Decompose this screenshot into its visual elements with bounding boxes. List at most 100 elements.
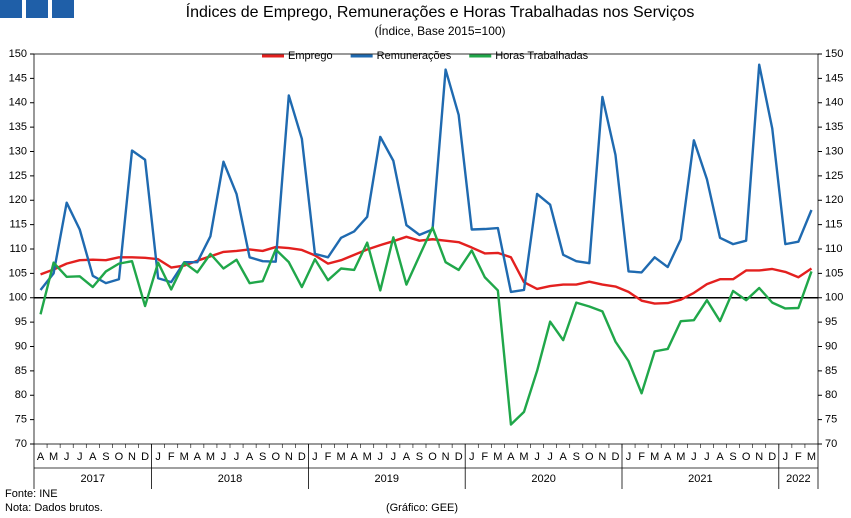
x-tick-label: A — [89, 451, 97, 463]
x-tick-label: A — [246, 451, 254, 463]
x-tick-label: N — [442, 451, 450, 463]
y-tick-label: 130 — [9, 145, 27, 157]
x-tick-label: J — [234, 451, 240, 463]
x-tick-label: J — [469, 451, 475, 463]
y-tick-label: 90 — [15, 340, 27, 352]
x-tick-label: N — [598, 451, 606, 463]
x-tick-label: J — [378, 451, 384, 463]
x-tick-label: J — [155, 451, 161, 463]
y2-tick-label: 90 — [825, 340, 837, 352]
y2-tick-label: 125 — [825, 170, 843, 182]
x-tick-label: M — [519, 451, 528, 463]
x-tick-label: M — [807, 451, 816, 463]
x-tick-label: N — [285, 451, 293, 463]
x-tick-label: A — [664, 451, 672, 463]
x-tick-label: J — [312, 451, 318, 463]
year-label: 2019 — [375, 473, 399, 485]
y2-tick-label: 135 — [825, 121, 843, 133]
logo-block — [0, 0, 22, 18]
chart-title: Índices de Emprego, Remunerações e Horas… — [186, 2, 695, 21]
y2-tick-label: 85 — [825, 365, 837, 377]
plot-frame — [33, 53, 819, 445]
x-tick-label: M — [650, 451, 659, 463]
x-tick-label: A — [507, 451, 515, 463]
x-tick-label: A — [403, 451, 411, 463]
x-tick-label: M — [676, 451, 685, 463]
x-tick-label: O — [115, 451, 124, 463]
series-line — [39, 226, 813, 426]
legend-label: Horas Trabalhadas — [495, 50, 588, 62]
x-tick-label: J — [704, 451, 710, 463]
y2-tick-label: 75 — [825, 414, 837, 426]
y-tick-label: 100 — [9, 292, 27, 304]
legend-label: Emprego — [288, 50, 333, 62]
x-tick-label: D — [141, 451, 149, 463]
x-tick-label: A — [350, 451, 358, 463]
y2-tick-label: 80 — [825, 389, 837, 401]
x-tick-label: M — [206, 451, 215, 463]
y-tick-label: 120 — [9, 194, 27, 206]
chart-subtitle: (Índice, Base 2015=100) — [374, 23, 505, 38]
y-tick-label: 85 — [15, 365, 27, 377]
source: Fonte: INE — [5, 488, 58, 500]
x-tick-label: M — [336, 451, 345, 463]
y-tick-label: 145 — [9, 72, 27, 84]
year-label: 2020 — [531, 473, 555, 485]
year-label: 2022 — [786, 473, 810, 485]
x-tick-label: M — [49, 451, 58, 463]
y-tick-label: 125 — [9, 170, 27, 182]
x-tick-label: A — [560, 451, 568, 463]
x-tick-label: A — [37, 451, 45, 463]
x-tick-label: N — [755, 451, 763, 463]
x-tick-label: J — [391, 451, 397, 463]
credit: (Gráfico: GEE) — [386, 502, 458, 514]
x-tick-label: S — [416, 451, 423, 463]
x-tick-label: J — [691, 451, 697, 463]
x-tick-label: O — [742, 451, 751, 463]
x-tick-label: S — [729, 451, 736, 463]
x-tick-label: O — [585, 451, 594, 463]
logo-block — [26, 0, 48, 18]
x-tick-label: J — [783, 451, 789, 463]
series-line — [39, 63, 813, 294]
y2-tick-label: 130 — [825, 145, 843, 157]
x-tick-label: J — [547, 451, 553, 463]
x-tick-label: F — [795, 451, 802, 463]
x-tick-label: M — [180, 451, 189, 463]
y2-tick-label: 95 — [825, 316, 837, 328]
y2-tick-label: 140 — [825, 97, 843, 109]
x-tick-label: O — [271, 451, 280, 463]
x-tick-label: J — [64, 451, 70, 463]
y-tick-label: 95 — [15, 316, 27, 328]
x-tick-label: J — [534, 451, 540, 463]
x-tick-label: N — [128, 451, 136, 463]
y2-tick-label: 150 — [825, 48, 843, 60]
year-label: 2018 — [218, 473, 242, 485]
y-tick-label: 150 — [9, 48, 27, 60]
x-tick-label: S — [259, 451, 266, 463]
x-tick-label: M — [493, 451, 502, 463]
x-tick-label: J — [77, 451, 83, 463]
x-tick-label: D — [298, 451, 306, 463]
y2-tick-label: 120 — [825, 194, 843, 206]
x-tick-label: F — [638, 451, 645, 463]
y-tick-label: 115 — [9, 219, 27, 231]
y2-tick-label: 115 — [825, 219, 843, 231]
x-tick-label: M — [363, 451, 372, 463]
x-tick-label: S — [102, 451, 109, 463]
x-tick-label: J — [626, 451, 632, 463]
x-tick-label: D — [455, 451, 463, 463]
x-tick-label: A — [194, 451, 202, 463]
year-label: 2017 — [81, 473, 105, 485]
x-tick-label: F — [481, 451, 488, 463]
y-tick-label: 110 — [9, 243, 27, 255]
y-tick-label: 140 — [9, 97, 27, 109]
x-tick-label: F — [168, 451, 175, 463]
y-tick-label: 80 — [15, 389, 27, 401]
x-tick-label: D — [611, 451, 619, 463]
y-tick-label: 135 — [9, 121, 27, 133]
note: Nota: Dados brutos. — [5, 502, 103, 514]
x-tick-label: F — [325, 451, 332, 463]
